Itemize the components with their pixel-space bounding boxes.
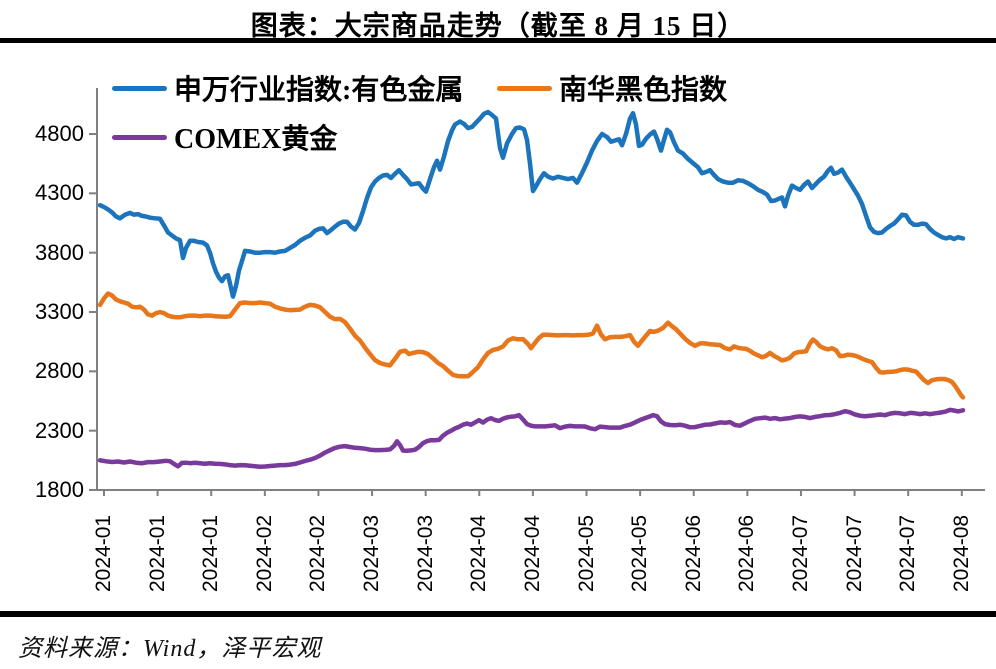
x-tick-label: 2024-01	[199, 514, 223, 592]
x-tick-label: 2024-06	[735, 514, 759, 592]
legend-swatch-blue-line	[112, 85, 167, 91]
legend-item-shenwan-nonferrous: 申万行业指数:有色金属	[112, 71, 464, 106]
y-tick-label: 2800	[35, 358, 84, 384]
x-tick-label: 2024-03	[413, 514, 437, 592]
y-tick-label: 3800	[35, 239, 84, 265]
series-line-2	[97, 407, 966, 469]
x-tick-label: 2024-07	[896, 514, 920, 592]
legend-item-comex-gold: COMEX黄金	[112, 120, 338, 155]
x-tick-label: 2024-03	[360, 514, 384, 592]
x-tick-label: 2024-07	[842, 514, 866, 592]
y-tick-label: 3300	[35, 299, 84, 324]
legend-label: 申万行业指数:有色金属	[174, 75, 464, 106]
legend-swatch-orange-line	[497, 85, 552, 91]
legend-item-nanhua-black: 南华黑色指数	[497, 71, 728, 106]
legend-label: COMEX黄金	[174, 124, 338, 155]
legend-swatch-purple-line	[112, 134, 167, 140]
legend-label: 南华黑色指数	[559, 75, 728, 106]
x-tick-label: 2024-05	[574, 514, 598, 592]
top-rule-divider	[0, 38, 996, 43]
x-tick-label: 2024-05	[628, 514, 652, 592]
bottom-rule-divider	[0, 611, 996, 617]
x-tick-label: 2024-08	[949, 514, 973, 592]
x-tick-label: 2024-07	[788, 514, 812, 592]
chart-title: 图表：大宗商品走势（截至 8 月 15 日）	[250, 11, 746, 41]
x-tick-label: 2024-02	[252, 514, 276, 592]
y-tick-label: 4800	[35, 121, 84, 146]
source-note: 资料来源：Wind，泽平宏观	[18, 636, 322, 662]
x-tick-label: 2024-01	[145, 514, 169, 592]
x-tick-label: 2024-04	[467, 514, 491, 592]
y-tick-label: 1800	[35, 477, 84, 502]
x-tick-label: 2024-02	[306, 514, 330, 592]
x-tick-label: 2024-06	[681, 514, 705, 592]
x-tick-label: 2024-04	[520, 514, 544, 592]
y-tick-label: 2300	[35, 417, 84, 443]
y-tick-label: 4300	[35, 180, 84, 206]
series-line-1	[97, 291, 966, 400]
series-line-0	[97, 109, 966, 299]
x-tick-label: 2024-01	[92, 514, 115, 592]
